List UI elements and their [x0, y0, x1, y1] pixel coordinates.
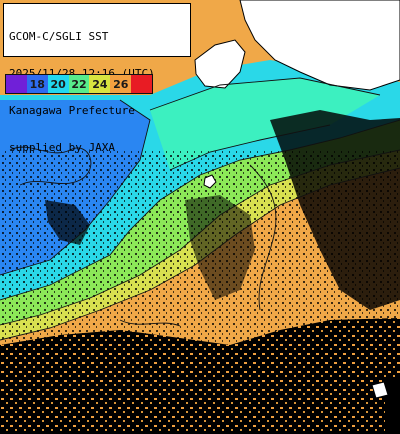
legend-cell	[131, 75, 153, 93]
legend-cell: 24	[89, 75, 111, 93]
temperature-legend: 18 20 22 24 26	[5, 74, 153, 94]
caption-datetime: 2025/11/28 12:16 (UTC)	[9, 68, 186, 80]
land-peninsula	[194, 39, 246, 89]
cloud-mask-west	[45, 200, 90, 245]
legend-cell: 26	[110, 75, 132, 93]
legend-cell: 18	[26, 75, 48, 93]
caption-box: GCOM-C/SGLI SST 2025/11/28 12:16 (UTC) K…	[3, 3, 191, 154]
cloud-mask-south	[0, 318, 400, 434]
legend-cell: 20	[47, 75, 69, 93]
caption-sensor: GCOM-C/SGLI SST	[9, 30, 109, 43]
land-coast-north	[239, 0, 400, 91]
land-island-small	[371, 381, 389, 399]
aqua-water-zone	[150, 78, 380, 170]
cloud-mask-east	[270, 110, 400, 310]
caption-credit: supplied by JAXA	[9, 142, 115, 155]
legend-cell: 22	[68, 75, 90, 93]
caption-region: Kanagawa Prefecture	[9, 105, 135, 118]
cloud-mask-east-edge	[385, 380, 400, 434]
isotherm-contours	[0, 77, 400, 341]
cloud-mask-center	[185, 195, 255, 300]
land-island	[203, 174, 217, 189]
legend-cell	[6, 75, 27, 93]
